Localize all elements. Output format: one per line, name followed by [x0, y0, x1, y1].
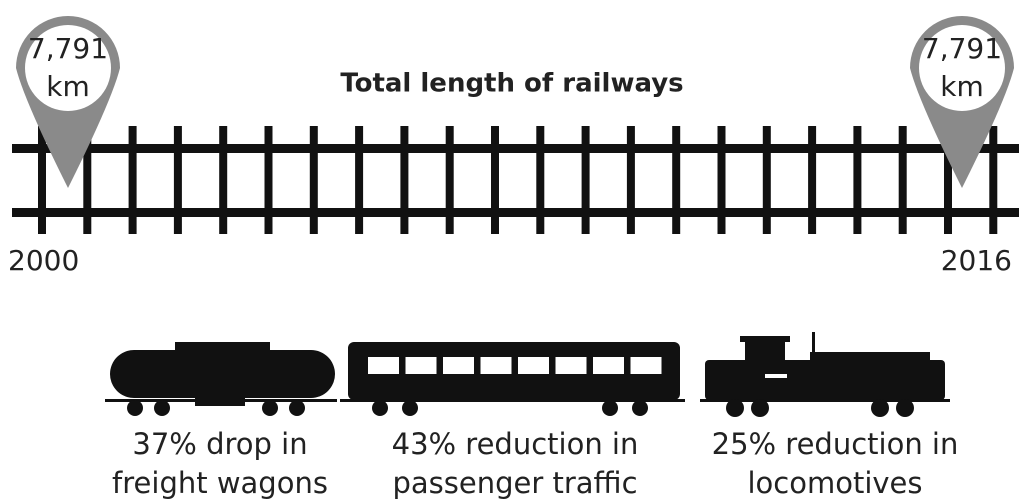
- window: [368, 357, 399, 374]
- tie: [38, 126, 46, 234]
- tank-wagon: [105, 342, 337, 416]
- tie: [898, 126, 907, 234]
- tie: [853, 126, 862, 234]
- pin: 7,791 km: [16, 16, 120, 188]
- caption: 37% drop in: [132, 427, 307, 461]
- year: 2000: [8, 244, 79, 277]
- tie: [173, 126, 182, 234]
- pin-value: 7,791: [28, 32, 108, 65]
- pin: 7,791 km: [910, 16, 1014, 188]
- tie: [264, 126, 273, 234]
- caption: 25% reduction in: [712, 427, 959, 461]
- caption: freight wagons: [112, 466, 328, 500]
- railway-ties: [38, 126, 998, 234]
- pin-unit: km: [46, 70, 90, 103]
- tie: [762, 126, 771, 234]
- tie: [355, 126, 364, 234]
- caption: passenger traffic: [392, 466, 637, 500]
- window: [555, 357, 587, 374]
- tie: [672, 126, 681, 234]
- rail: [12, 208, 1019, 217]
- title: Total length of railways: [340, 69, 683, 99]
- window: [443, 357, 474, 374]
- caption: 43% reduction in: [392, 427, 639, 461]
- tie: [445, 126, 454, 234]
- tie: [581, 126, 590, 234]
- tie: [717, 126, 726, 234]
- tie: [989, 126, 998, 234]
- window: [480, 357, 512, 374]
- passenger-coach: [340, 342, 685, 416]
- pin-unit: km: [940, 70, 984, 103]
- window: [630, 357, 662, 374]
- tie: [808, 126, 817, 234]
- tie: [491, 126, 499, 234]
- pin-value: 7,791: [922, 32, 1002, 65]
- tie: [83, 126, 92, 234]
- window: [593, 357, 624, 374]
- tie: [219, 126, 228, 234]
- locomotive: [700, 332, 950, 417]
- tie: [309, 126, 318, 234]
- tie: [128, 126, 137, 234]
- tie: [944, 126, 952, 234]
- caption: locomotives: [747, 466, 922, 500]
- window: [405, 357, 437, 374]
- tie: [536, 126, 545, 234]
- tie: [626, 126, 635, 234]
- year: 2016: [941, 244, 1012, 277]
- tie: [400, 126, 409, 234]
- rail: [12, 144, 1019, 153]
- window: [518, 357, 549, 374]
